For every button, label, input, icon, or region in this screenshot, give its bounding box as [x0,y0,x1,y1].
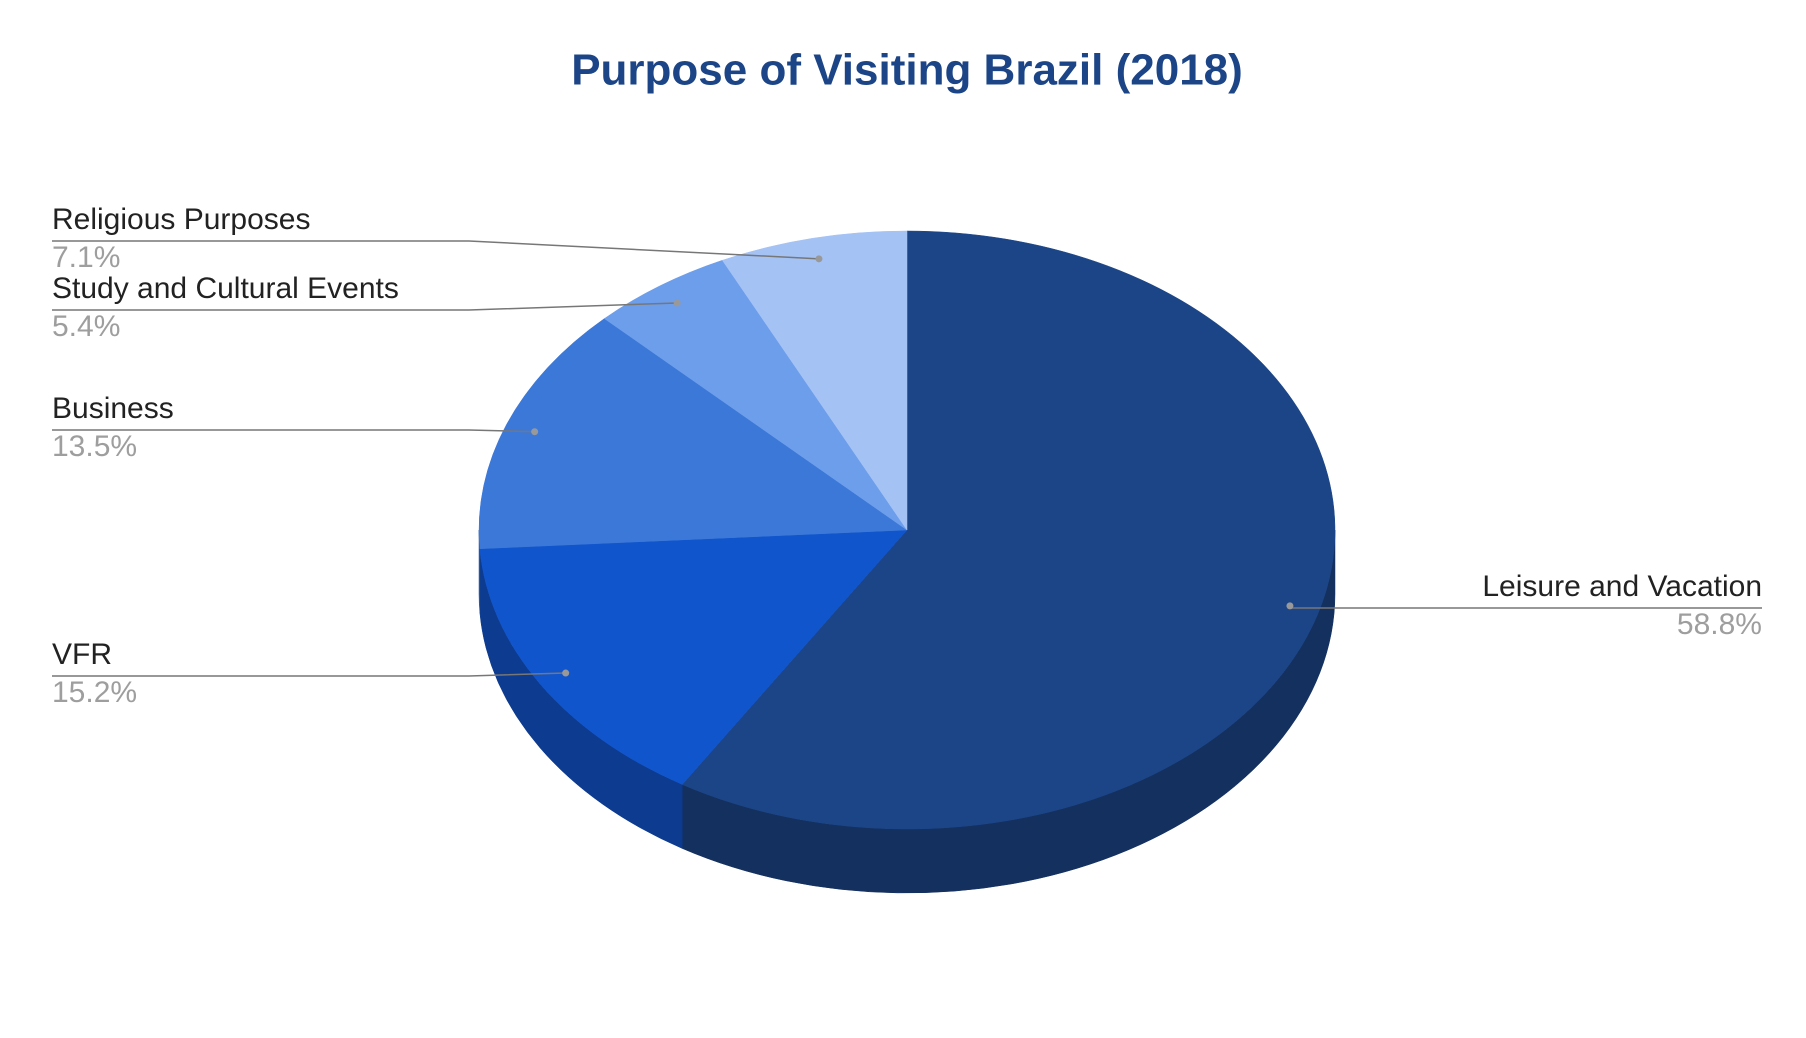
leader-line [52,672,566,677]
slice [603,259,908,531]
leader-line [52,240,819,260]
leader-dot [531,428,539,436]
slice-value: 13.5% [52,430,137,463]
slice-label: Leisure and Vacation [1482,570,1762,603]
leader-dot [1286,602,1294,610]
slice [721,230,908,531]
slice-label: Study and Cultural Events [52,272,399,305]
slice-value: 15.2% [52,676,137,709]
slice-label: Religious Purposes [52,203,310,236]
slice-label: Business [52,392,174,425]
slice-label: VFR [52,638,112,671]
chart-title: Purpose of Visiting Brazil (2018) [571,46,1243,95]
slice [478,318,908,550]
leader-line [52,302,678,311]
leader-dot [673,299,681,307]
leader-line [52,429,535,433]
slice [681,230,1336,830]
slice-value: 7.1% [52,241,120,274]
leader-dot [815,255,823,263]
slice-value: 58.8% [1677,608,1762,641]
slice [479,529,908,785]
slice-value: 5.4% [52,310,120,343]
leader-dot [562,669,570,677]
